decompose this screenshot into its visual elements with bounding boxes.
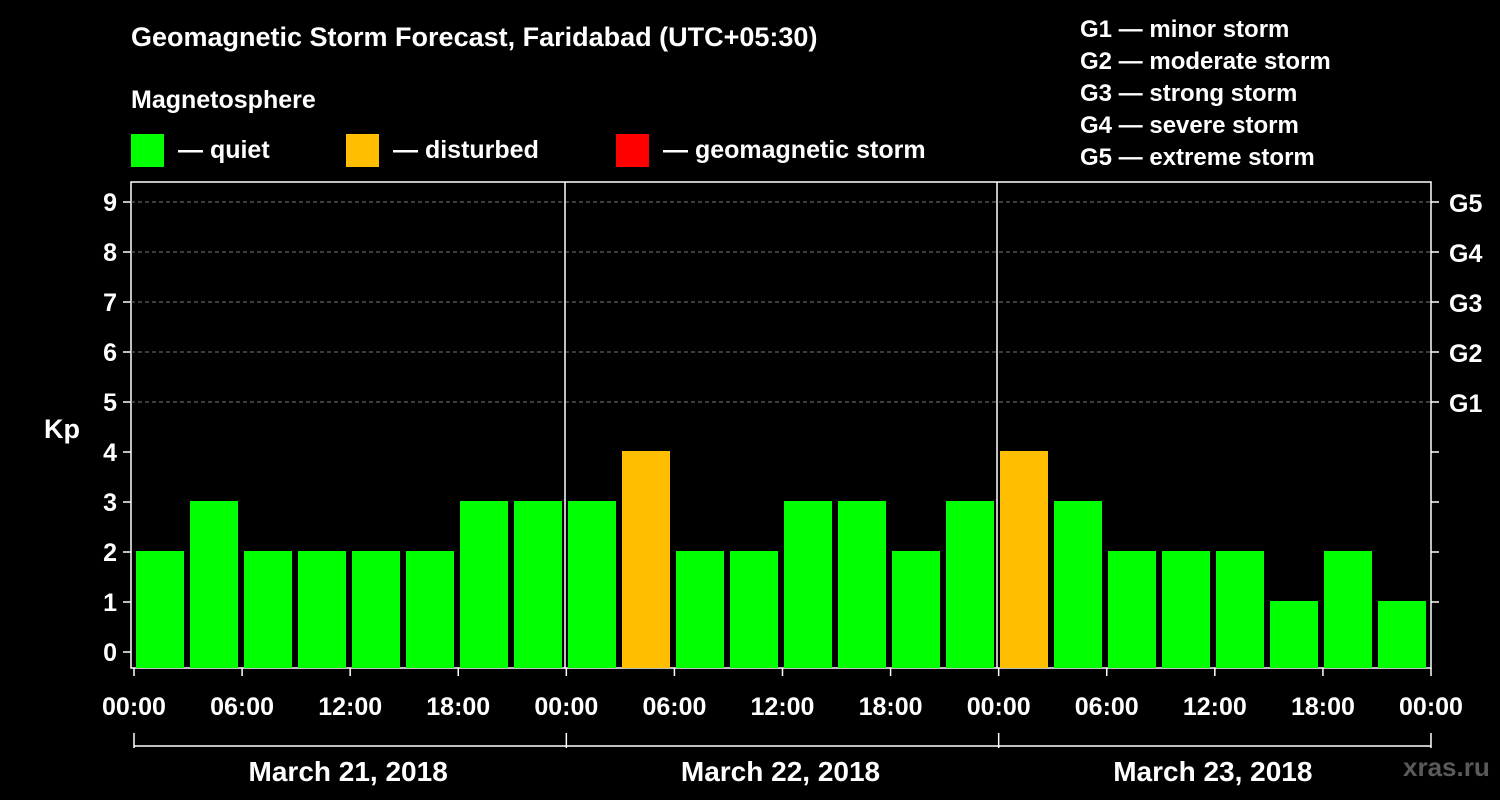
kp-bar [1216,551,1264,668]
right-tick-label: G1 [1449,390,1482,418]
x-tick-label: 12:00 [318,693,382,721]
right-tick-label: G4 [1449,240,1482,268]
x-tick-label: 06:00 [1075,693,1139,721]
y-tick-label: 6 [103,339,117,367]
kp-bar [1270,601,1318,668]
legend-quiet-label: — quiet [178,135,270,164]
kp-bar [190,501,238,668]
watermark: xras.ru [1403,752,1490,782]
storm-scale-g1: G1 — minor storm [1080,16,1290,43]
x-tick-label: 18:00 [1291,693,1355,721]
date-label: March 22, 2018 [681,756,880,787]
legend-storm: — geomagnetic storm [616,133,926,167]
plot-frame [130,181,1432,669]
storm-scale-g5: G5 — extreme storm [1080,144,1315,171]
x-tick-label: 12:00 [1183,693,1247,721]
x-tick-label: 12:00 [751,693,815,721]
kp-bar [1378,601,1426,668]
kp-bar [838,501,886,668]
x-tick-label: 06:00 [210,693,274,721]
kp-bar [622,451,670,668]
y-tick-label: 0 [103,639,117,667]
storm-scale-g2: G2 — moderate storm [1080,48,1331,75]
kp-bar [1054,501,1102,668]
legend-storm-swatch [616,133,649,167]
x-tick-label: 00:00 [1399,693,1463,721]
y-tick-label: 3 [103,489,117,517]
x-tick-label: 18:00 [859,693,923,721]
kp-bar [136,551,184,668]
legend-quiet-swatch [131,133,164,167]
kp-bar [406,551,454,668]
x-tick-label: 00:00 [967,693,1031,721]
x-tick-label: 00:00 [102,693,166,721]
kp-bar [730,551,778,668]
kp-bar [676,551,724,668]
kp-bar [460,501,508,668]
y-tick-label: 7 [103,289,117,317]
kp-bar [568,501,616,668]
y-axis-label: Kp [44,414,80,444]
legend-disturbed: — disturbed [346,133,539,167]
date-label: March 21, 2018 [249,756,448,787]
kp-bar [352,551,400,668]
kp-bar [1324,551,1372,668]
y-tick-label: 1 [103,589,117,617]
legend-quiet: — quiet [131,133,270,167]
kp-bar [514,501,562,668]
kp-bar [1162,551,1210,668]
right-tick-label: G2 [1449,340,1482,368]
right-tick-label: G5 [1449,190,1482,218]
chart-title: Geomagnetic Storm Forecast, Faridabad (U… [131,22,818,52]
kp-bar [784,501,832,668]
x-tick-label: 18:00 [426,693,490,721]
kp-bar [946,501,994,668]
y-tick-label: 9 [103,189,117,217]
kp-bar [1000,451,1048,668]
kp-bar [244,551,292,668]
y-tick-label: 2 [103,539,117,567]
y-tick-label: 8 [103,239,117,267]
right-tick-label: G3 [1449,290,1482,318]
legend-disturbed-swatch [346,133,379,167]
storm-scale-g4: G4 — severe storm [1080,112,1299,139]
storm-scale-g3: G3 — strong storm [1080,80,1298,107]
kp-bar [892,551,940,668]
y-tick-label: 5 [103,389,117,417]
legend-storm-label: — geomagnetic storm [663,135,926,164]
date-label: March 23, 2018 [1113,756,1312,787]
kp-bar [298,551,346,668]
y-tick-label: 4 [103,439,117,467]
chart-subtitle: Magnetosphere [131,86,316,114]
x-tick-label: 06:00 [642,693,706,721]
storm-scale-legend: G1 — minor storm G2 — moderate storm G3 … [1080,14,1331,174]
kp-bar [1108,551,1156,668]
x-tick-label: 00:00 [534,693,598,721]
legend-disturbed-label: — disturbed [393,135,539,164]
